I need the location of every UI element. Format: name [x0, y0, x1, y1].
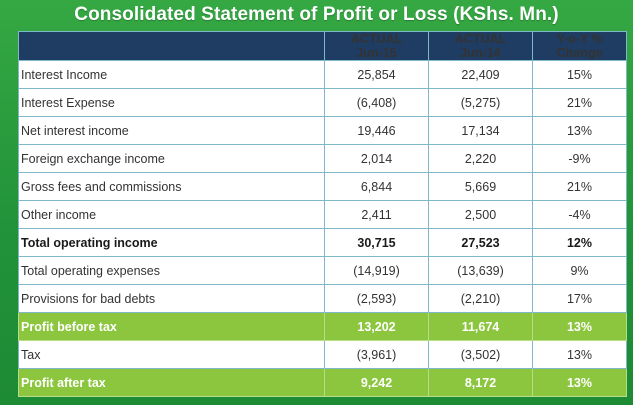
value-change: 13% [532, 312, 627, 341]
header-yoy-change: Y-o-Y % Change [532, 31, 627, 61]
row-label: Profit before tax [18, 312, 325, 341]
table-header-row: ACTUAL Jun-15 ACTUAL Jun-14 Y-o-Y % Chan… [18, 31, 627, 61]
header-line1: ACTUAL [454, 32, 507, 47]
table-row: Other income 2,411 2,500 -4% [18, 200, 627, 229]
row-label: Other income [18, 200, 325, 229]
value-jun14: 27,523 [428, 228, 533, 257]
value-change: 9% [532, 256, 627, 285]
row-label: Profit after tax [18, 368, 325, 397]
value-jun15: 9,242 [324, 368, 429, 397]
page-title: Consolidated Statement of Profit or Loss… [74, 4, 559, 25]
header-line2: Jun-14 [460, 46, 501, 60]
table-row: Tax (3,961) (3,502) 13% [18, 340, 627, 369]
value-change: 12% [532, 228, 627, 257]
table-row-highlight: Profit after tax 9,242 8,172 13% [18, 368, 627, 397]
value-change: -4% [532, 200, 627, 229]
row-label: Tax [18, 340, 325, 369]
value-jun14: (13,639) [428, 256, 533, 285]
header-line1: ACTUAL [350, 32, 403, 47]
header-line2: Change [556, 46, 603, 60]
value-jun15: 25,854 [324, 60, 429, 89]
value-jun15: (14,919) [324, 256, 429, 285]
value-change: 13% [532, 368, 627, 397]
table-row: Foreign exchange income 2,014 2,220 -9% [18, 144, 627, 173]
table-row: Interest Expense (6,408) (5,275) 21% [18, 88, 627, 117]
value-jun14: 11,674 [428, 312, 533, 341]
value-jun15: 13,202 [324, 312, 429, 341]
value-jun14: 2,500 [428, 200, 533, 229]
table-row-total: Total operating income 30,715 27,523 12% [18, 228, 627, 257]
row-label: Total operating income [18, 228, 325, 257]
header-line2: Jun-15 [356, 46, 397, 60]
row-label: Interest Income [18, 60, 325, 89]
value-jun15: 19,446 [324, 116, 429, 145]
value-jun15: (2,593) [324, 284, 429, 313]
table-row-highlight: Profit before tax 13,202 11,674 13% [18, 312, 627, 341]
row-label: Interest Expense [18, 88, 325, 117]
value-change: -9% [532, 144, 627, 173]
value-change: 13% [532, 116, 627, 145]
table-row: Interest Income 25,854 22,409 15% [18, 60, 627, 89]
table-row: Gross fees and commissions 6,844 5,669 2… [18, 172, 627, 201]
profit-loss-table: ACTUAL Jun-15 ACTUAL Jun-14 Y-o-Y % Chan… [18, 31, 627, 397]
value-jun14: (5,275) [428, 88, 533, 117]
value-jun15: 30,715 [324, 228, 429, 257]
table-row: Net interest income 19,446 17,134 13% [18, 116, 627, 145]
value-jun14: 2,220 [428, 144, 533, 173]
table-row: Total operating expenses (14,919) (13,63… [18, 256, 627, 285]
value-jun15: (6,408) [324, 88, 429, 117]
value-jun14: 22,409 [428, 60, 533, 89]
value-jun14: (2,210) [428, 284, 533, 313]
value-jun14: 5,669 [428, 172, 533, 201]
header-line1: Y-o-Y % [556, 32, 603, 47]
value-change: 13% [532, 340, 627, 369]
value-jun14: (3,502) [428, 340, 533, 369]
row-label: Total operating expenses [18, 256, 325, 285]
header-actual-jun15: ACTUAL Jun-15 [324, 31, 429, 61]
header-blank-cell [18, 31, 325, 61]
value-jun15: 2,014 [324, 144, 429, 173]
header-actual-jun14: ACTUAL Jun-14 [428, 31, 533, 61]
value-change: 21% [532, 88, 627, 117]
value-change: 17% [532, 284, 627, 313]
value-jun15: 6,844 [324, 172, 429, 201]
table-row: Provisions for bad debts (2,593) (2,210)… [18, 284, 627, 313]
value-change: 21% [532, 172, 627, 201]
value-change: 15% [532, 60, 627, 89]
row-label: Foreign exchange income [18, 144, 325, 173]
value-jun15: 2,411 [324, 200, 429, 229]
value-jun14: 17,134 [428, 116, 533, 145]
row-label: Net interest income [18, 116, 325, 145]
value-jun15: (3,961) [324, 340, 429, 369]
value-jun14: 8,172 [428, 368, 533, 397]
row-label: Provisions for bad debts [18, 284, 325, 313]
row-label: Gross fees and commissions [18, 172, 325, 201]
